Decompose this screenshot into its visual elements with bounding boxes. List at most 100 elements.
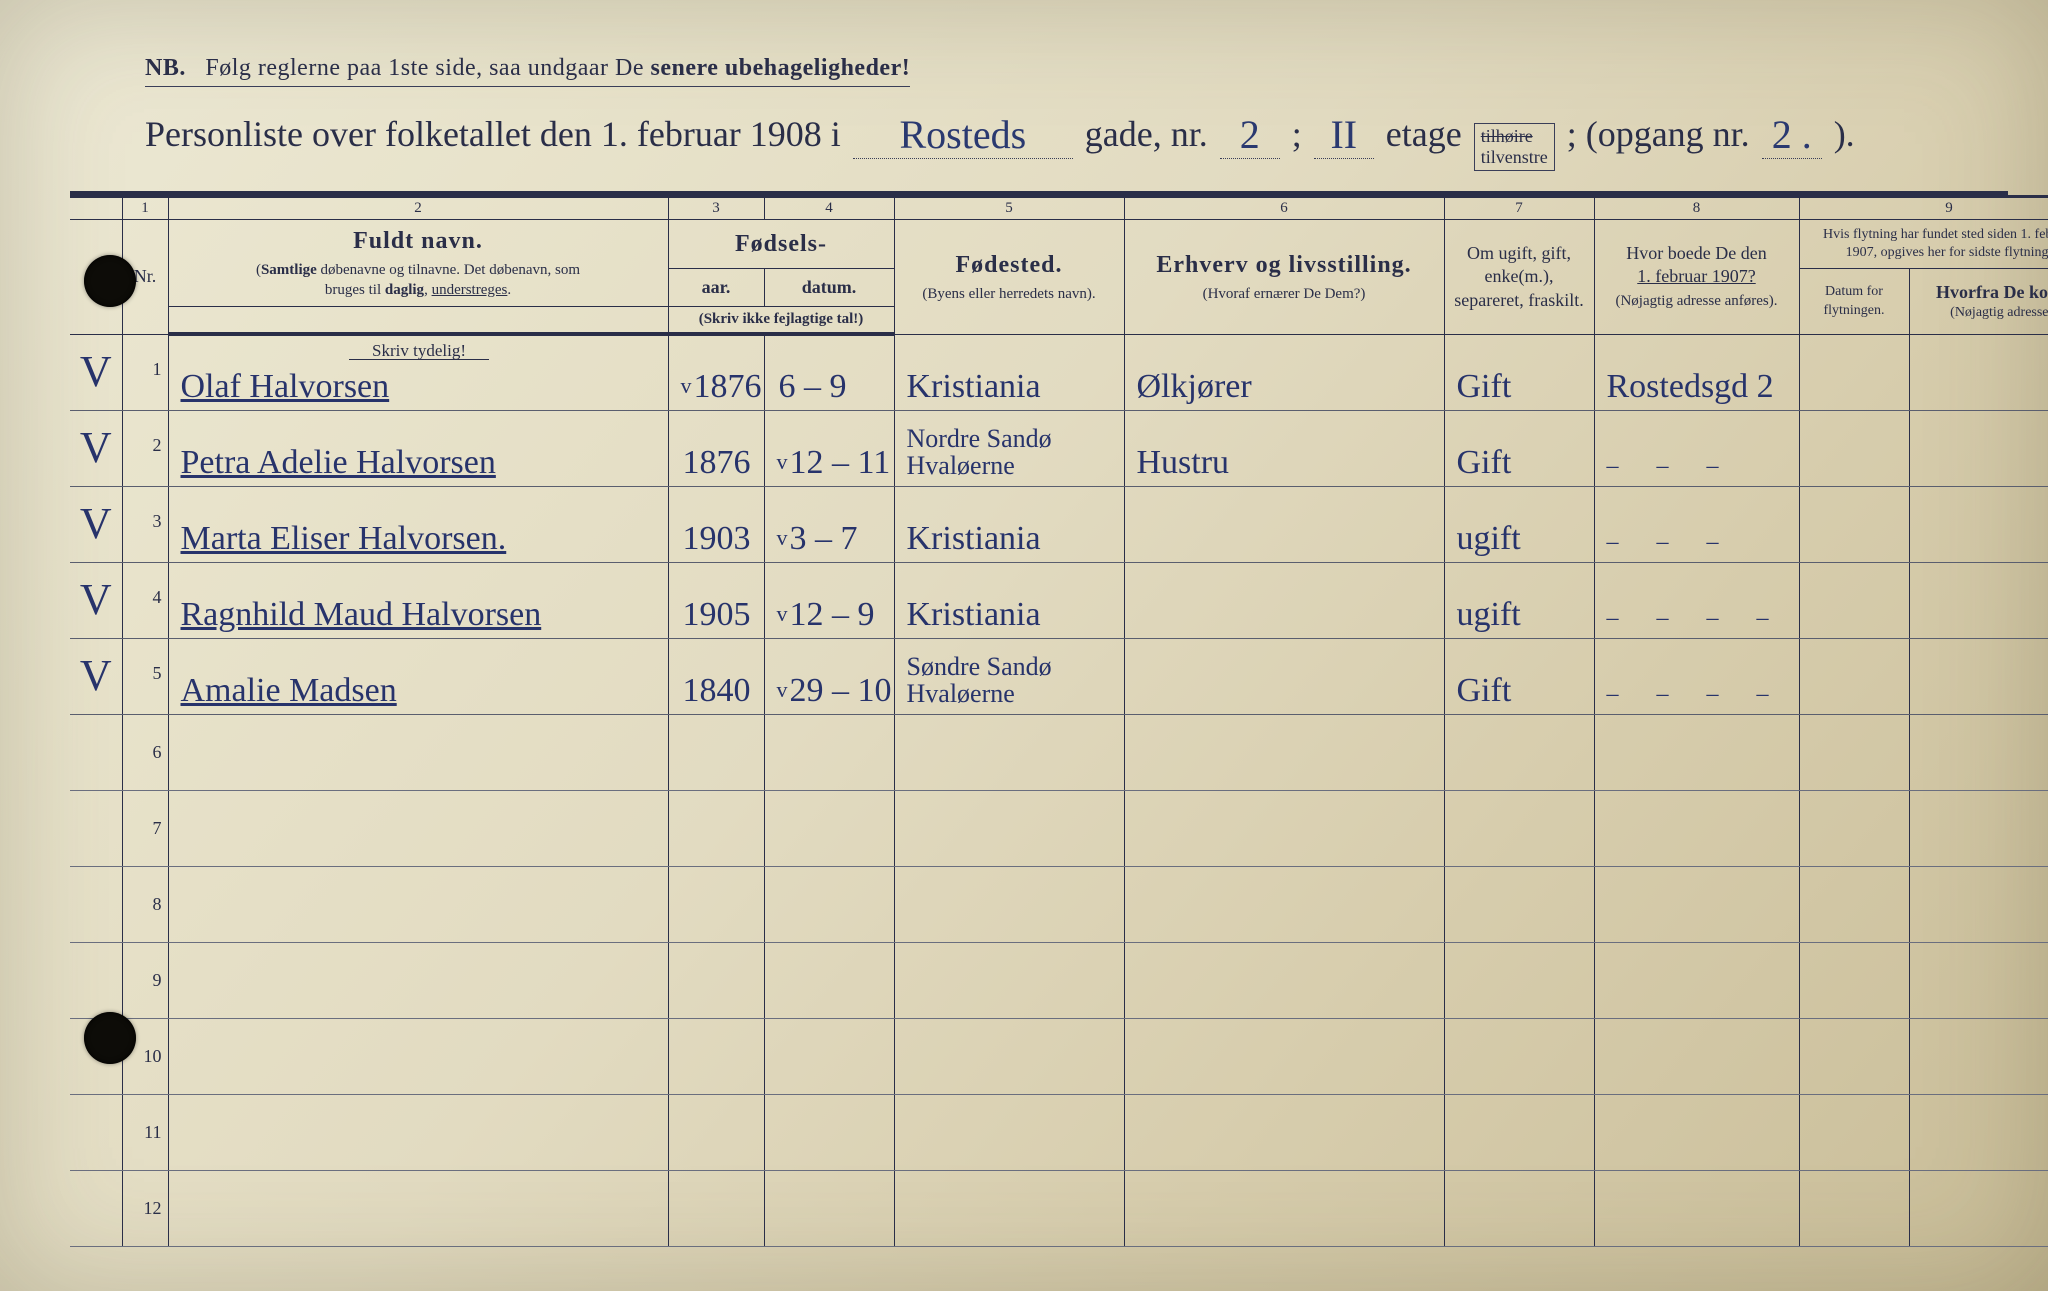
blank (894, 1170, 1124, 1246)
year-cell: 1905 (668, 562, 764, 638)
blank (668, 1018, 764, 1094)
blank (894, 1018, 1124, 1094)
from-cell (1909, 562, 2048, 638)
row-nr: 4 (122, 562, 168, 638)
table-row: V 4 Ragnhild Maud Halvorsen 1905 v12 – 9… (70, 562, 2048, 638)
form-title: Personliste over folketallet den 1. febr… (145, 109, 2008, 175)
blank (1909, 790, 2048, 866)
blank (1594, 1094, 1799, 1170)
blank (764, 1170, 894, 1246)
blank (668, 866, 764, 942)
blank (1124, 942, 1444, 1018)
year-cell: 1876 (668, 410, 764, 486)
date-cell: v3 – 7 (764, 486, 894, 562)
blank (1909, 1170, 2048, 1246)
name-cell: Petra Adelie Halvorsen (168, 410, 668, 486)
punch-hole (84, 255, 136, 307)
floor-fill: II (1314, 111, 1374, 159)
census-table: 1 2 3 4 5 6 7 8 9 Nr. Fuldt navn. (Samtl… (70, 195, 2048, 1247)
sep2: ; (opgang nr. (1567, 113, 1750, 155)
date-cell: v12 – 11 (764, 410, 894, 486)
hdr-skriv-ikke: (Skriv ikke fejlagtige tal!) (668, 307, 894, 335)
name-cell: Ragnhild Maud Halvorsen (168, 562, 668, 638)
title-prefix: Personliste over folketallet den 1. febr… (145, 113, 841, 155)
blank (1444, 1018, 1594, 1094)
blank (70, 942, 122, 1018)
blank (1124, 1018, 1444, 1094)
table-row-empty: 10 (70, 1018, 2048, 1094)
from-cell (1909, 334, 2048, 410)
t-etage: etage (1386, 113, 1462, 155)
column-number-row: 1 2 3 4 5 6 7 8 9 (70, 197, 2048, 220)
blank (168, 942, 668, 1018)
row-nr: 6 (122, 714, 168, 790)
blank (168, 714, 668, 790)
table-row: V 5 Amalie Madsen 1840 v29 – 10 Søndre S… (70, 638, 2048, 714)
row-nr: 9 (122, 942, 168, 1018)
hdr-name: Fuldt navn. (Samtlige døbenavne og tilna… (168, 220, 668, 307)
dflt-cell (1799, 486, 1909, 562)
row-nr: 2 (122, 410, 168, 486)
blank (168, 1170, 668, 1246)
occ-cell: Hustru (1124, 410, 1444, 486)
blank (70, 1094, 122, 1170)
blank (764, 866, 894, 942)
row-nr: 1 (122, 334, 168, 410)
hdr-datum-flyt: Datum for flytningen. (1799, 269, 1909, 334)
row-nr: 7 (122, 790, 168, 866)
blank (764, 790, 894, 866)
from-cell (1909, 486, 2048, 562)
year-cell: v1876 (668, 334, 764, 410)
occ-cell: Ølkjører (1124, 334, 1444, 410)
hdr-name-blank (168, 307, 668, 335)
dflt-cell (1799, 334, 1909, 410)
blank (894, 942, 1124, 1018)
blank (1799, 1170, 1909, 1246)
blank (70, 1170, 122, 1246)
blank (894, 714, 1124, 790)
blank (1594, 942, 1799, 1018)
t-gade: gade, nr. (1085, 113, 1208, 155)
y1907-cell: – – – – (1594, 562, 1799, 638)
mar-cell: Gift (1444, 638, 1594, 714)
blank (1799, 1094, 1909, 1170)
place-cell: Kristiania (894, 486, 1124, 562)
check-mark: V (70, 638, 122, 714)
table-row-empty: 12 (70, 1170, 2048, 1246)
blank (1124, 714, 1444, 790)
table-row-empty: 9 (70, 942, 2048, 1018)
mar-cell: ugift (1444, 562, 1594, 638)
name-cell: Amalie Madsen (168, 638, 668, 714)
blank (1594, 790, 1799, 866)
hdr-aar: aar. (668, 269, 764, 307)
blank (1909, 1018, 2048, 1094)
blank (1799, 1018, 1909, 1094)
blank (668, 1170, 764, 1246)
hdr-occ: Erhverv og livsstilling. (Hvoraf ernærer… (1124, 220, 1444, 335)
blank (1594, 714, 1799, 790)
blank (1799, 790, 1909, 866)
coln-8: 8 (1594, 197, 1799, 220)
coln-4: 4 (764, 197, 894, 220)
row-nr: 11 (122, 1094, 168, 1170)
hdr-place: Fødested. (Byens eller herredets navn). (894, 220, 1124, 335)
blank (168, 1018, 668, 1094)
place-cell: Kristiania (894, 562, 1124, 638)
blank (764, 942, 894, 1018)
blank (1594, 866, 1799, 942)
check-mark: V (70, 410, 122, 486)
hdr-name-sub: (Samtlige døbenavne og tilnavne. Det døb… (177, 261, 660, 300)
place-cell: Nordre SandøHvaløerne (894, 410, 1124, 486)
table-row-empty: 8 (70, 866, 2048, 942)
hdr-1907: Hvor boede De den 1. februar 1907? (Nøja… (1594, 220, 1799, 335)
place-cell: Kristiania (894, 334, 1124, 410)
table-row: V 1 Skriv tydelig!Olaf Halvorsen v1876 6… (70, 334, 2048, 410)
coln-5: 5 (894, 197, 1124, 220)
hdr-datum: datum. (764, 269, 894, 307)
date-cell: v12 – 9 (764, 562, 894, 638)
blank (1909, 714, 2048, 790)
coln-7: 7 (1444, 197, 1594, 220)
table-row-empty: 6 (70, 714, 2048, 790)
skriv-tydelig: Skriv tydelig! (349, 342, 489, 360)
occ-cell (1124, 486, 1444, 562)
